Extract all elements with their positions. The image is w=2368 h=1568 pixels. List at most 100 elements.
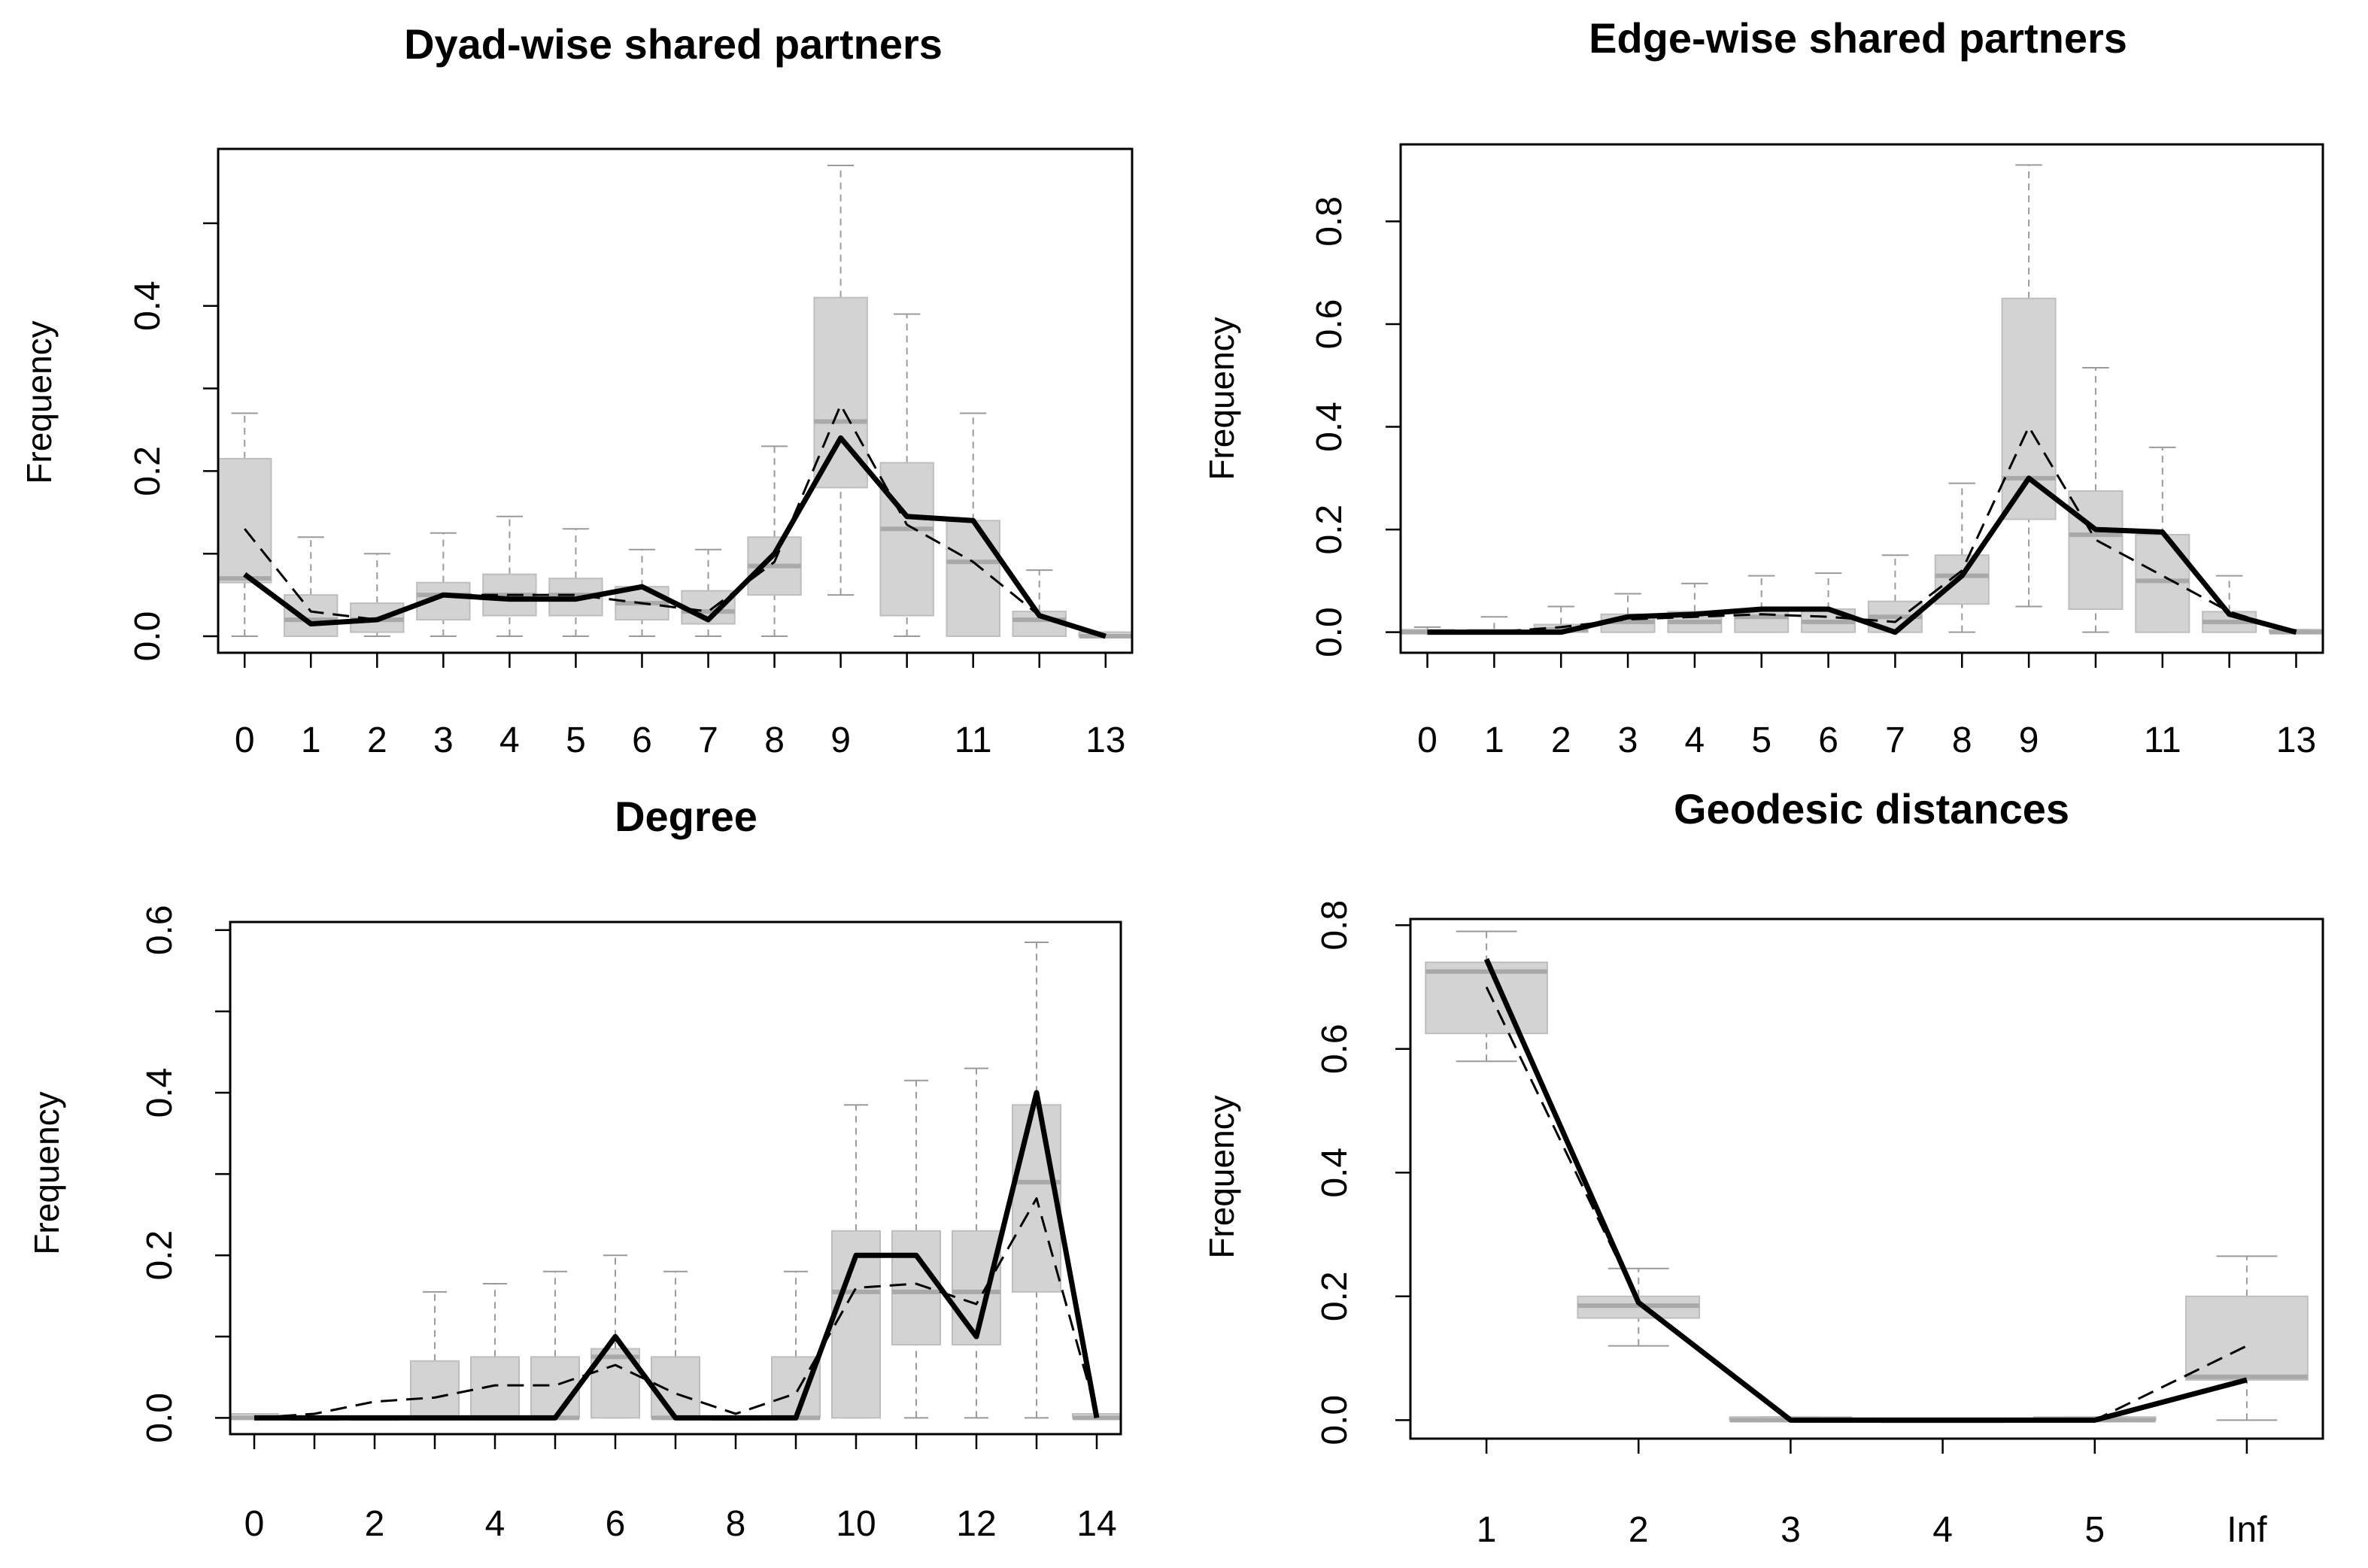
x-tick-label: 9 (2019, 720, 2039, 760)
x-tick-label: 11 (2144, 720, 2181, 760)
panel-degree: Degree Frequency 0 2 4 6 8 10 12 14 0.0 0.2 0.4 0.6 (27, 793, 1122, 1544)
series-line-simulated-mean (1485, 986, 2248, 1421)
plot-frame (1409, 917, 2324, 1440)
x-tick-label: 1 (1484, 720, 1504, 760)
y-axis-label: Frequency (20, 320, 59, 484)
boxplot-x7 (651, 1270, 700, 1421)
y-tick-label: 0.0 (1310, 607, 1349, 657)
x-tick-label: 3 (433, 720, 454, 760)
boxplot-x5 (530, 1270, 580, 1421)
x-tick-label: 4 (1932, 1510, 1953, 1550)
x-tick-label: 9 (830, 720, 851, 760)
x-tick-label: 14 (1076, 1504, 1116, 1544)
y-tick-label: 0.8 (1310, 196, 1349, 247)
y-tick-label: 0.0 (140, 1393, 180, 1443)
box-iqr (891, 1230, 941, 1346)
x-tick-label: 2 (365, 1504, 385, 1544)
panel-edge-wise-shared-partners: Edge-wise shared partners Frequency 0 1 2 3… (1202, 14, 2324, 760)
x-tick-label: 8 (1952, 720, 1972, 760)
y-tick-label: 0.2 (140, 1230, 180, 1281)
x-tick-label: 1 (301, 720, 321, 760)
y-tick-label: 0.0 (128, 611, 168, 662)
x-tick-label: 2 (367, 720, 387, 760)
panel-geodesic-distances: Geodesic distances Frequency 1 2 3 4 5 Inf 0.0… (1202, 785, 2324, 1550)
x-tick-label: 6 (1818, 720, 1838, 760)
y-tick-label: 0.8 (1315, 900, 1355, 951)
y-tick-label: 0.2 (1310, 505, 1349, 555)
chart-title: Edge-wise shared partners (1589, 14, 2127, 62)
x-tick-label: 1 (1477, 1510, 1497, 1550)
boxplot-x1 (1425, 930, 1548, 1063)
y-tick-label: 0.4 (1315, 1148, 1355, 1198)
y-tick-label: 0.0 (1315, 1395, 1355, 1445)
x-tick-label: 5 (2084, 1510, 2105, 1550)
chart-title: Geodesic distances (1674, 785, 2069, 833)
y-axis-label: Frequency (1202, 317, 1241, 480)
y-tick-label: 0.4 (128, 281, 168, 331)
y-tick-label: 0.6 (1315, 1024, 1355, 1074)
boxplot-x12 (2202, 575, 2257, 633)
box-iqr (284, 594, 339, 638)
x-tick-label: 2 (1551, 720, 1571, 760)
x-tick-label: 5 (1751, 720, 1771, 760)
box-iqr (2001, 297, 2057, 520)
x-tick-label: 2 (1629, 1510, 1649, 1550)
x-tick-label: 5 (566, 720, 586, 760)
box-iqr (1934, 554, 1990, 605)
y-axis-label: Frequency (27, 1091, 66, 1254)
box-iqr (530, 1356, 580, 1419)
x-tick-label: 11 (955, 720, 992, 760)
boxplot-x10 (879, 313, 934, 638)
boxplot-x11 (891, 1079, 941, 1419)
series-line-observed (254, 1090, 1100, 1421)
box-iqr (217, 457, 272, 584)
boxplot-x6 (1801, 572, 1856, 633)
chart-title: Degree (615, 793, 757, 840)
y-tick-label: 0.4 (1310, 402, 1349, 452)
box-iqr (2135, 533, 2190, 633)
y-tick-label: 0.6 (1310, 299, 1349, 350)
box-iqr (771, 1356, 821, 1419)
x-tick-label: 7 (1885, 720, 1905, 760)
x-tick-label: 0 (1417, 720, 1437, 760)
boxplot-x0 (217, 412, 272, 638)
series-line-simulated-mean (1427, 426, 2297, 634)
box-iqr (410, 1360, 460, 1419)
box-iqr (2185, 1295, 2309, 1381)
box-iqr (470, 1356, 520, 1419)
boxplot-x9 (771, 1270, 821, 1421)
series-line-observed (1427, 475, 2297, 635)
x-tick-label: 4 (1685, 720, 1705, 760)
boxplot-x11 (2135, 446, 2190, 633)
x-tick-label: 6 (632, 720, 652, 760)
y-tick-label: 0.6 (140, 905, 180, 955)
box-iqr (879, 462, 934, 617)
chart-title: Dyad-wise shared partners (404, 20, 943, 68)
x-tick-label: 8 (726, 1504, 746, 1544)
y-axis-label: Frequency (1202, 1095, 1241, 1258)
series-line-simulated-mean (244, 403, 1107, 638)
x-tick-label: 4 (485, 1504, 505, 1544)
boxplot-x8 (747, 445, 802, 638)
plot-frame (1399, 143, 2324, 654)
plot-frame (217, 147, 1134, 654)
boxplot-x6 (2185, 1255, 2309, 1421)
x-tick-label: 10 (836, 1504, 876, 1544)
x-tick-label: 4 (499, 720, 520, 760)
y-tick-label: 0.2 (1315, 1271, 1355, 1321)
x-tick-label: Inf (2227, 1510, 2267, 1550)
x-tick-label: 13 (1085, 720, 1125, 760)
x-tick-label: 3 (1618, 720, 1638, 760)
x-tick-label: 3 (1781, 1510, 1801, 1550)
boxplot-x11 (946, 412, 1000, 638)
x-tick-label: 6 (606, 1504, 626, 1544)
box-iqr (651, 1356, 700, 1419)
x-tick-label: 12 (956, 1504, 996, 1544)
x-tick-label: 0 (244, 1504, 265, 1544)
box-iqr (946, 520, 1000, 638)
x-tick-label: 13 (2276, 720, 2316, 760)
panel-dyad-wise-shared-partners: Dyad-wise shared partners Frequency 0 1 2 3… (20, 20, 1134, 760)
y-tick-label: 0.4 (140, 1068, 180, 1118)
